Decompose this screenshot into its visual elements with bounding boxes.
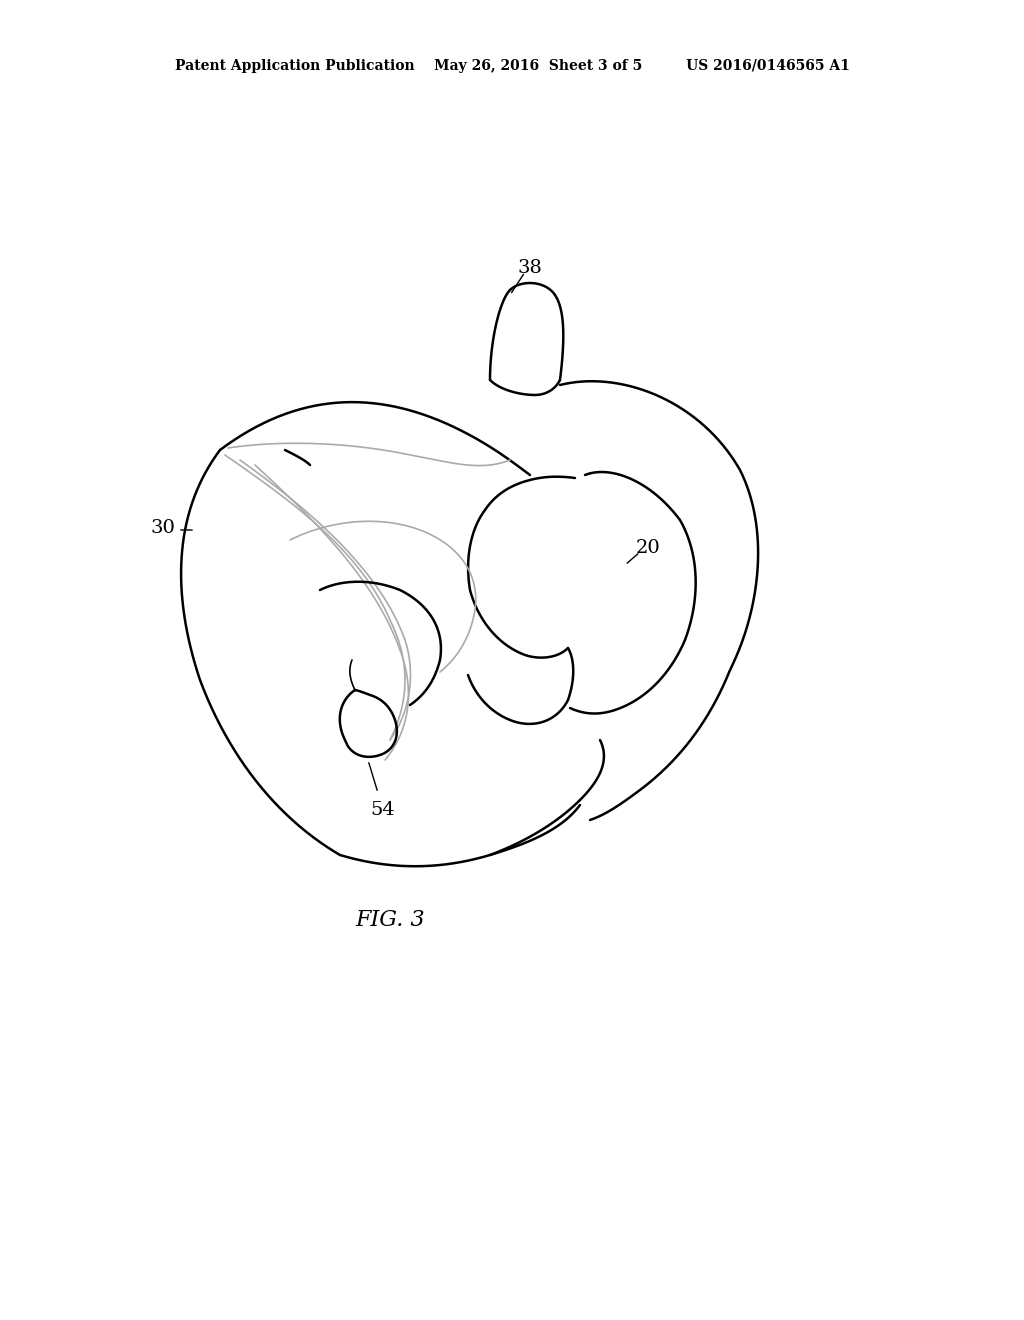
- Text: 20: 20: [636, 539, 660, 557]
- Text: 54: 54: [371, 801, 395, 818]
- Text: FIG. 3: FIG. 3: [355, 909, 425, 931]
- Text: 38: 38: [517, 259, 543, 277]
- Text: 30: 30: [151, 519, 175, 537]
- Text: Patent Application Publication    May 26, 2016  Sheet 3 of 5         US 2016/014: Patent Application Publication May 26, 2…: [174, 59, 850, 74]
